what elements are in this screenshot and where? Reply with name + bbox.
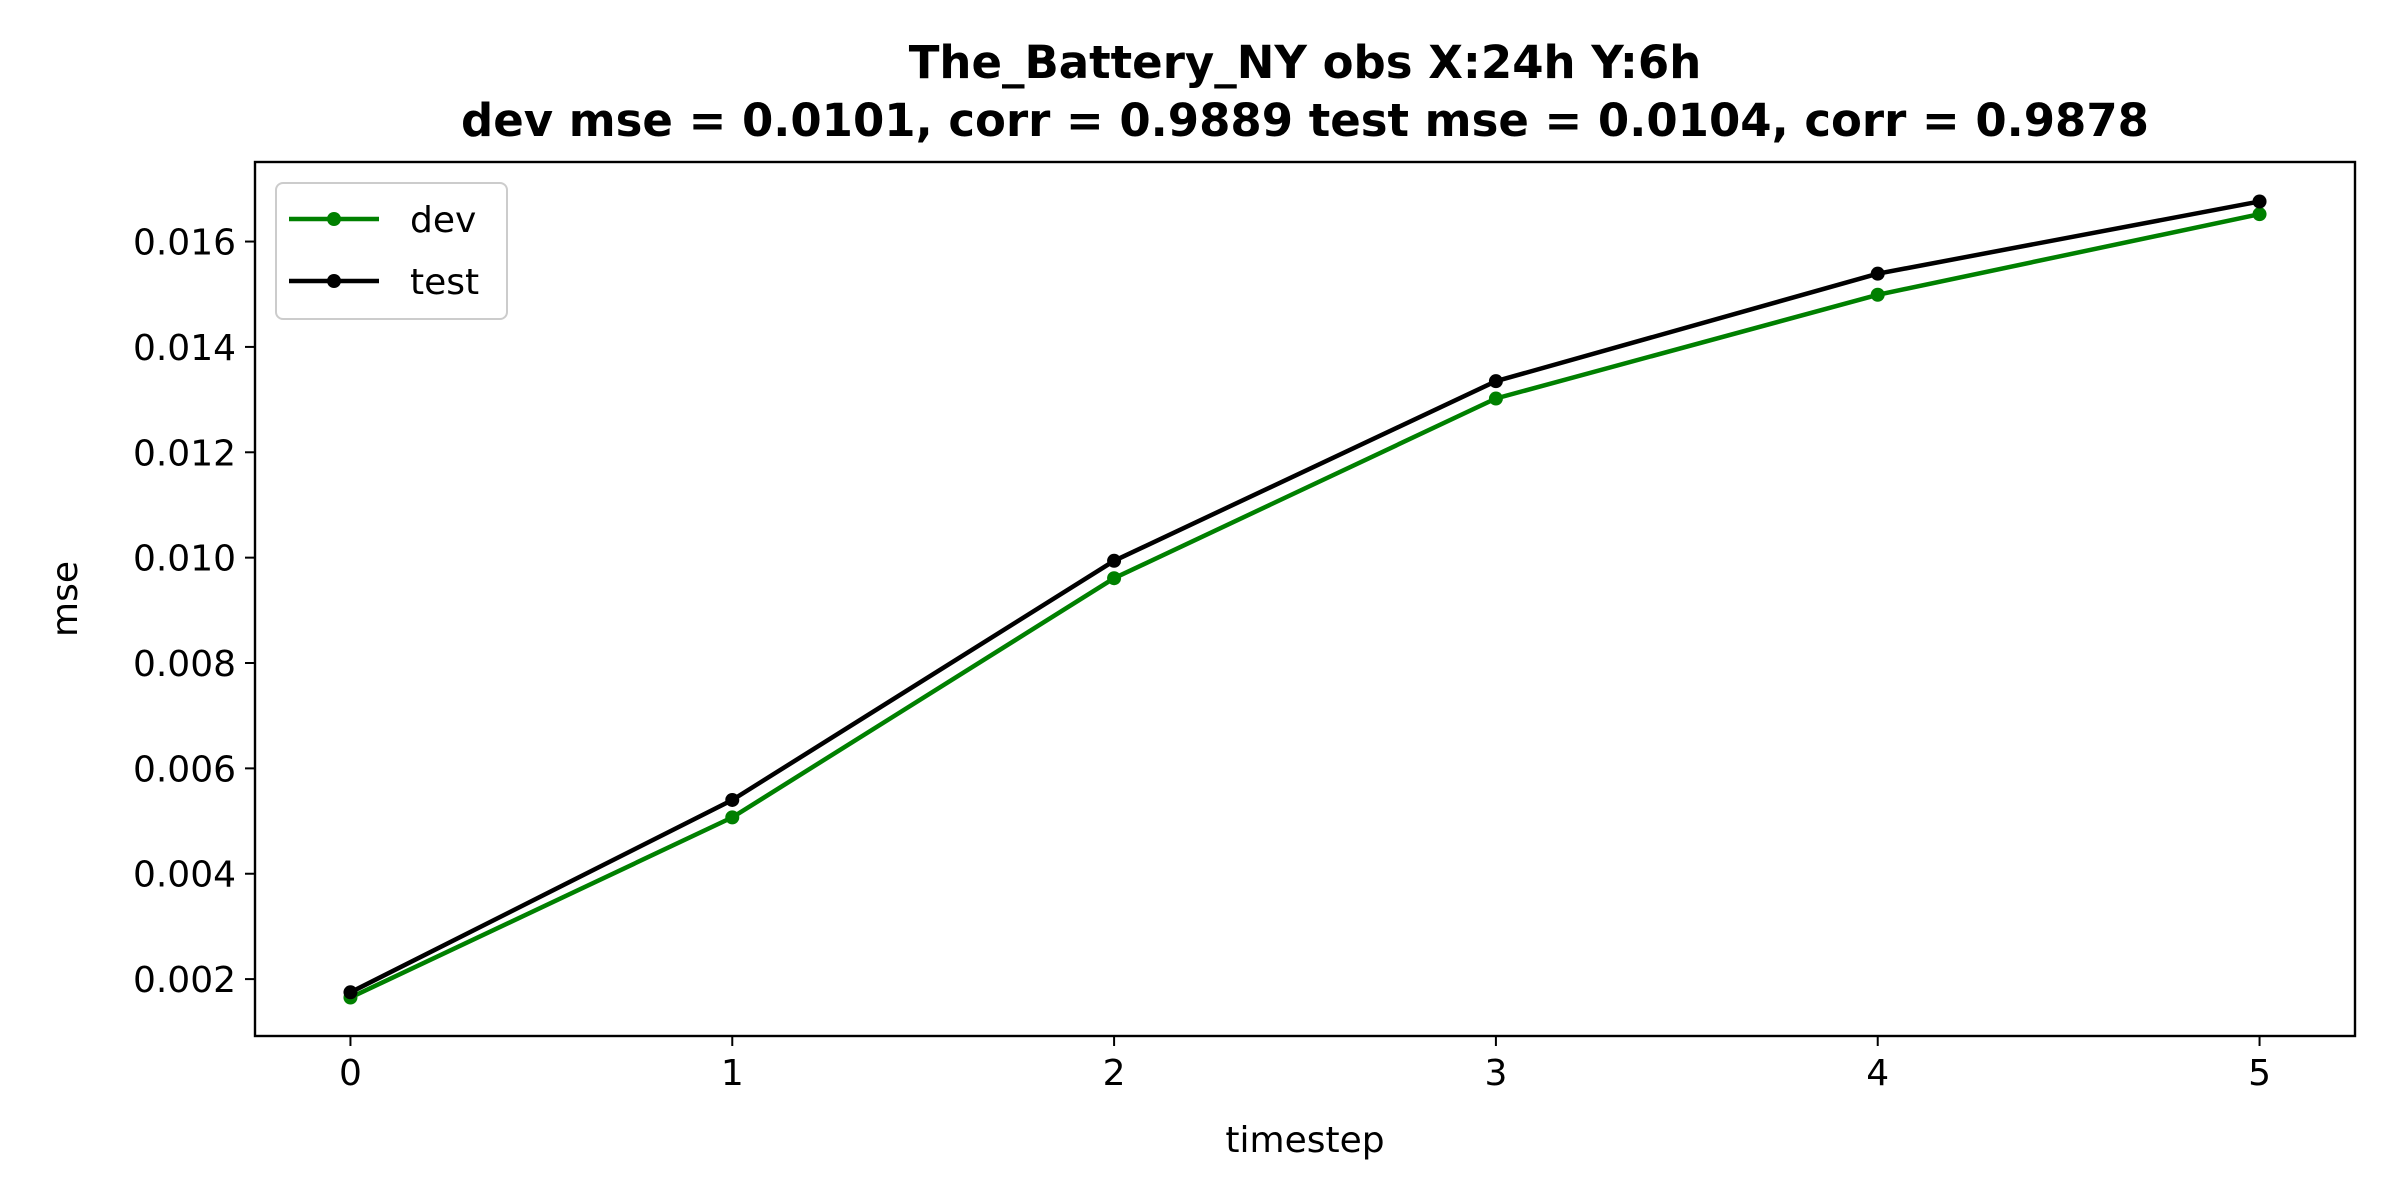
data-point-dev <box>1107 571 1122 586</box>
data-point-test <box>1488 374 1503 389</box>
chart-subtitle: dev mse = 0.0101, corr = 0.9889 test mse… <box>461 94 2149 147</box>
series-line-dev <box>347 211 2263 1001</box>
legend-marker-dev <box>327 212 341 226</box>
y-tick-label: 0.012 <box>133 433 236 474</box>
x-tick-label: 1 <box>721 1053 744 1094</box>
x-tick-label: 3 <box>1484 1053 1507 1094</box>
legend-marker-test <box>327 274 341 288</box>
x-tick-label: 5 <box>2248 1053 2271 1094</box>
x-axis-label: timestep <box>1225 1120 1384 1161</box>
x-axis: 0 1 2 3 4 5 <box>339 1036 2271 1094</box>
y-tick-label: 0.016 <box>133 223 236 264</box>
data-point-test <box>725 792 740 807</box>
legend-label-dev: dev <box>410 200 476 241</box>
legend-label-test: test <box>410 262 479 303</box>
y-tick-label: 0.010 <box>133 539 236 580</box>
y-tick-label: 0.004 <box>133 855 236 896</box>
x-tick-label: 0 <box>339 1053 362 1094</box>
data-point-dev <box>2252 207 2267 222</box>
data-point-test <box>1107 553 1122 568</box>
data-point-dev <box>1870 287 1885 302</box>
y-tick-label: 0.006 <box>133 749 236 790</box>
legend: dev test <box>275 182 508 320</box>
y-axis: 0.002 0.004 0.006 0.008 0.010 0.012 0.014 0.016 <box>133 223 255 1001</box>
y-tick-label: 0.002 <box>133 960 236 1001</box>
chart-title: The_Battery_NY obs X:24h Y:6h <box>909 36 1702 89</box>
plot-area <box>343 194 2267 1005</box>
data-point-test <box>343 985 358 1000</box>
data-point-dev <box>725 810 740 825</box>
y-tick-label: 0.008 <box>133 644 236 685</box>
series-line-test <box>347 198 2263 996</box>
data-point-dev <box>1488 391 1503 406</box>
data-point-test <box>1870 266 1885 281</box>
y-tick-label: 0.014 <box>133 328 236 369</box>
y-axis-label: mse <box>45 561 86 637</box>
data-point-test <box>2252 194 2267 209</box>
axes-frame <box>253 160 2357 1038</box>
x-tick-label: 4 <box>1866 1053 1889 1094</box>
x-tick-label: 2 <box>1103 1053 1126 1094</box>
